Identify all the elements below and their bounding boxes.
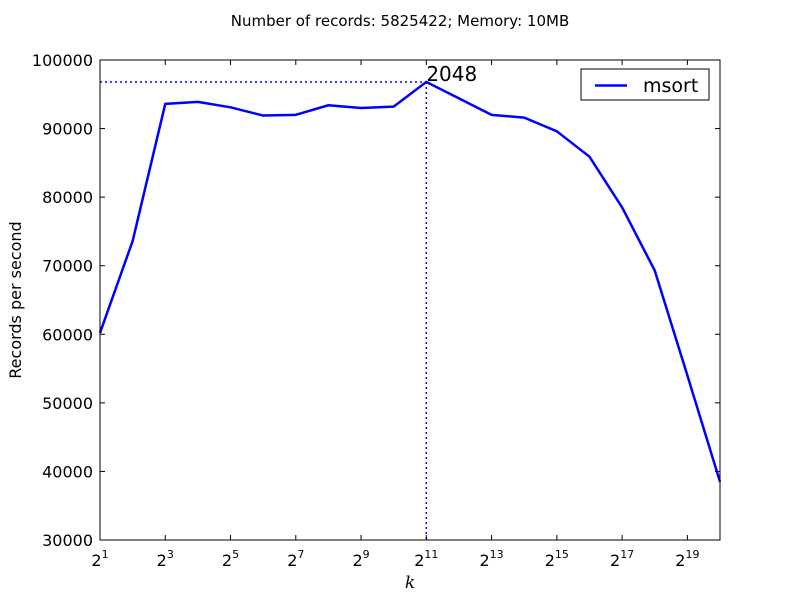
y-axis-ticks: 30000 40000 50000 60000 70000 80000 90000 10000… — [32, 51, 720, 550]
reference-lines — [100, 81, 428, 540]
x-tick-label: 211 — [414, 548, 438, 570]
x-tick-label: 213 — [479, 548, 503, 570]
chart-title: Number of records: 5825422; Memory: 10MB — [231, 12, 569, 30]
x-tick-label: 21 — [91, 548, 108, 570]
series-layer — [98, 80, 722, 483]
x-tick-label: 27 — [287, 548, 304, 570]
legend: msort — [580, 68, 710, 101]
x-axis-ticks: 21 23 25 27 29 211 213 215 217 219 — [91, 60, 699, 570]
y-axis-label: Records per second — [6, 221, 25, 378]
y-tick-label: 100000 — [32, 51, 93, 70]
y-tick-label: 90000 — [42, 120, 93, 139]
x-tick-label: 23 — [157, 548, 174, 570]
x-tick-label: 25 — [222, 548, 239, 570]
peak-annotation: 2048 — [426, 62, 477, 86]
x-tick-label: 215 — [545, 548, 569, 570]
legend-label-msort: msort — [643, 75, 698, 97]
y-tick-label: 50000 — [42, 394, 93, 413]
y-tick-label: 80000 — [42, 188, 93, 207]
plot-frame — [99, 59, 721, 541]
plot-area — [100, 60, 720, 540]
y-tick-label: 70000 — [42, 257, 93, 276]
y-tick-label: 40000 — [42, 462, 93, 481]
y-tick-label: 30000 — [42, 531, 93, 550]
series-line-msort — [98, 80, 722, 483]
x-tick-label: 29 — [352, 548, 369, 570]
x-tick-label: 219 — [675, 548, 699, 570]
y-tick-label: 60000 — [42, 325, 93, 344]
x-axis-label: k — [405, 573, 415, 593]
x-tick-label: 217 — [610, 548, 634, 570]
